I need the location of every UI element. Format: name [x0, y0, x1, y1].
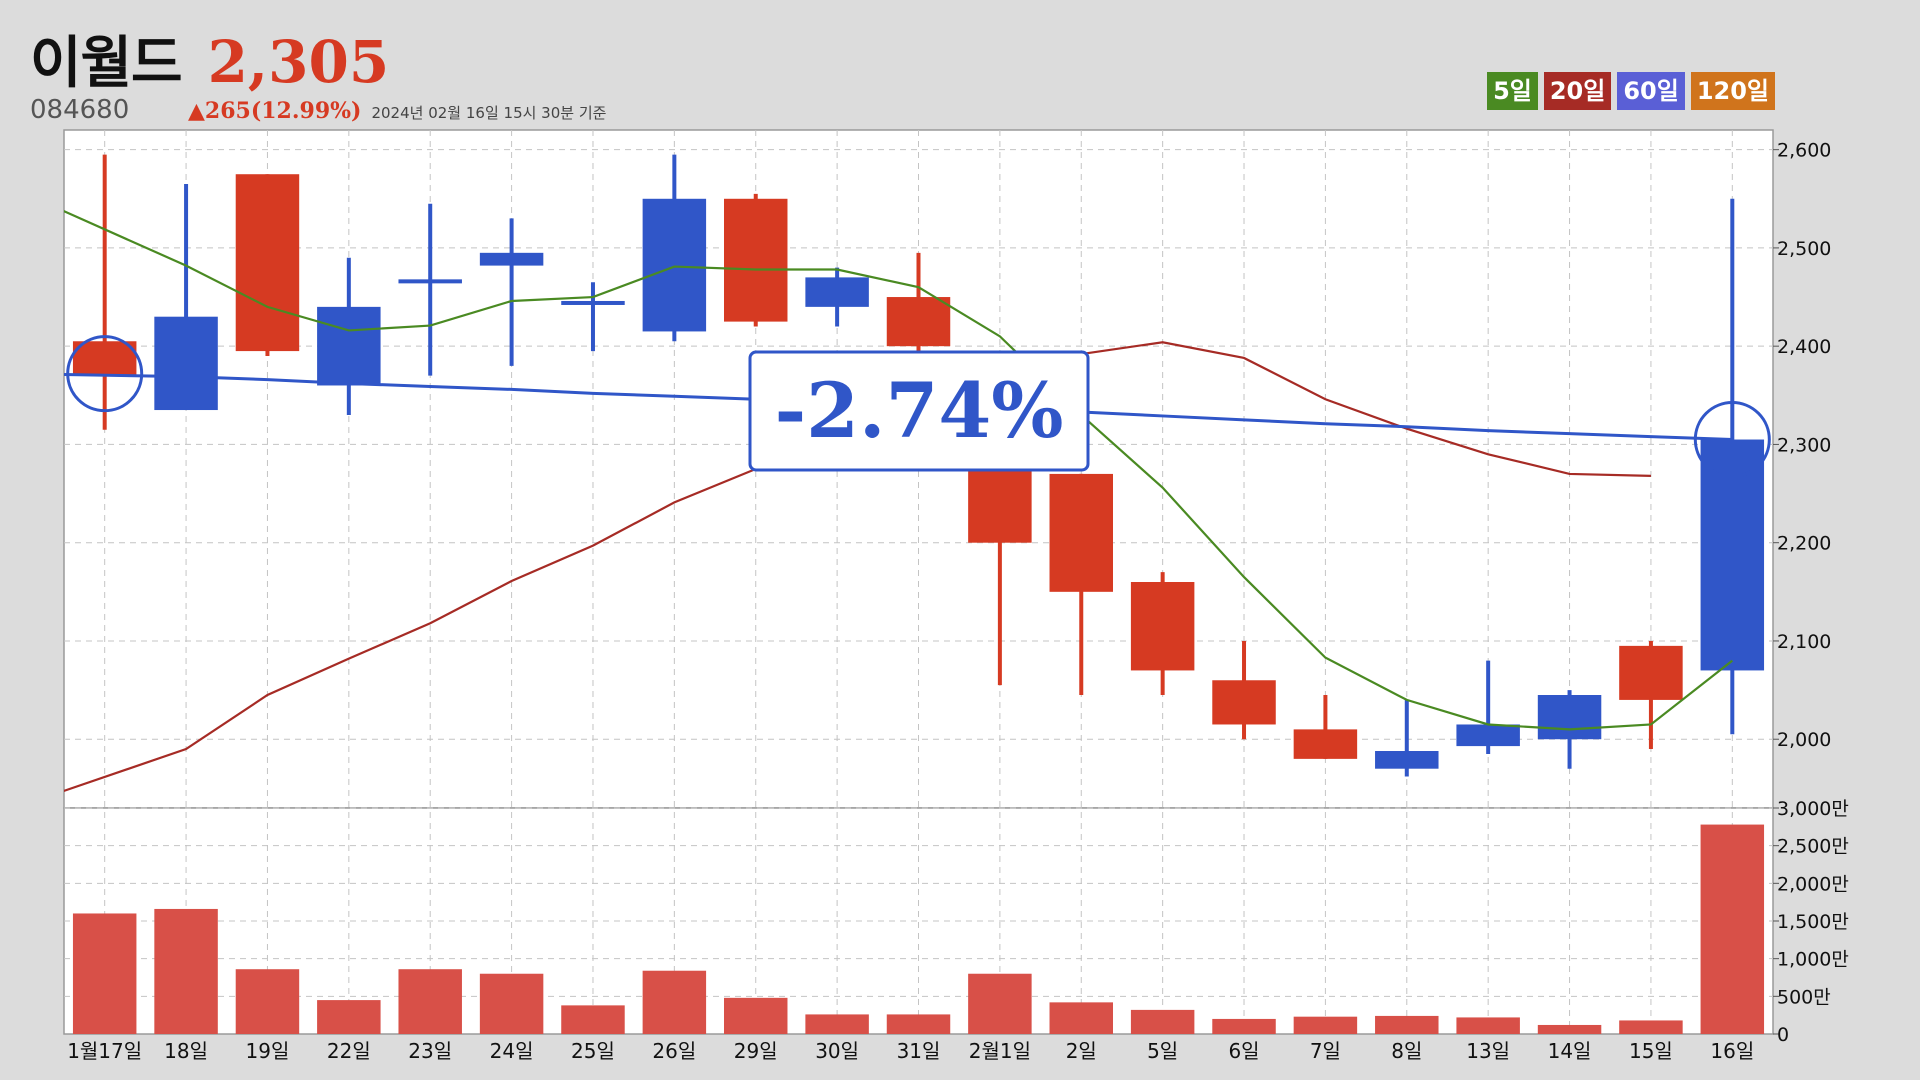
candle-body: [317, 306, 381, 386]
volume-bar: [642, 970, 707, 1034]
volume-tick-label: 2,000만: [1777, 873, 1849, 895]
candle-body: [1049, 473, 1114, 592]
y-tick-label: 2,100: [1777, 631, 1831, 653]
ma5-line: [64, 210, 1733, 731]
candle-body: [1700, 439, 1765, 671]
volume-bar: [235, 969, 300, 1034]
price-change: ▲265(12.99%): [188, 98, 362, 124]
x-tick-label: 26일: [652, 1039, 696, 1063]
volume-tick-label: 3,000만: [1777, 798, 1849, 820]
volume-bar: [1700, 824, 1765, 1034]
x-tick-label: 14일: [1548, 1039, 1592, 1063]
x-tick-label: 13일: [1466, 1039, 1510, 1063]
candle-body: [805, 277, 869, 307]
candle-body: [1212, 680, 1276, 725]
volume-tick-label: 1,000만: [1777, 949, 1849, 971]
legend-ma120: 120일: [1690, 72, 1775, 110]
volume-tick-label: 500만: [1777, 986, 1831, 1008]
volume-bar: [1130, 1009, 1195, 1034]
x-tick-label: 5일: [1147, 1039, 1178, 1063]
timestamp: 2024년 02월 16일 15시 30분 기준: [371, 104, 607, 122]
y-tick-label: 2,400: [1777, 336, 1831, 358]
x-tick-label: 25일: [571, 1039, 615, 1063]
y-tick-label: 2,000: [1777, 729, 1831, 751]
candle-body: [723, 198, 788, 322]
candle-body: [235, 174, 300, 352]
volume-bar: [1375, 1015, 1439, 1034]
volume-bar: [398, 969, 462, 1034]
ma-legend: 5일 20일 60일 120일: [1487, 72, 1775, 110]
x-tick-label: 6일: [1228, 1039, 1259, 1063]
y-tick-label: 2,600: [1777, 140, 1831, 162]
candle-body: [154, 316, 218, 411]
highlight-circle: [1693, 401, 1771, 479]
legend-ma20: 20일: [1543, 72, 1612, 110]
highlight-circle: [66, 335, 144, 413]
volume-bar: [479, 973, 544, 1034]
x-tick-label: 29일: [734, 1039, 778, 1063]
candle-body: [1537, 695, 1602, 740]
x-tick-label: 23일: [408, 1039, 452, 1063]
x-tick-label: 8일: [1391, 1039, 1422, 1063]
chart-header: 이월드 2,305 084680 ▲265(12.99%) 2024년 02월 …: [30, 18, 606, 125]
x-tick-label: 15일: [1629, 1039, 1673, 1063]
volume-bar: [1456, 1017, 1520, 1034]
volume-bar: [723, 997, 788, 1034]
change-callout-text: -2.74%: [775, 366, 1064, 455]
volume-bar: [154, 908, 218, 1034]
candle-body: [479, 252, 544, 266]
volume-bar: [1537, 1024, 1602, 1034]
stock-name: 이월드: [30, 31, 183, 96]
legend-ma60: 60일: [1617, 72, 1685, 110]
candle-body: [1293, 729, 1358, 759]
volume-tick-label: 0: [1777, 1024, 1789, 1046]
volume-bar: [886, 1014, 951, 1034]
candle-body: [72, 341, 137, 376]
x-tick-label: 19일: [246, 1039, 290, 1063]
x-tick-label: 30일: [815, 1039, 859, 1063]
x-tick-label: 7일: [1310, 1039, 1341, 1063]
candle-body: [1130, 582, 1195, 671]
x-tick-label: 18일: [164, 1039, 208, 1063]
x-tick-label: 2월1일: [969, 1039, 1031, 1063]
candle-body: [642, 198, 707, 332]
x-tick-label: 22일: [327, 1039, 371, 1063]
volume-bar: [1049, 1002, 1114, 1034]
volume-bar: [72, 913, 137, 1034]
volume-bar: [805, 1014, 869, 1034]
x-tick-label: 1월17일: [67, 1039, 142, 1063]
candle-body: [1456, 724, 1520, 747]
x-tick-label: 2일: [1066, 1039, 1097, 1063]
y-tick-label: 2,500: [1777, 238, 1831, 260]
legend-ma5: 5일: [1487, 72, 1538, 110]
x-tick-label: 16일: [1710, 1039, 1754, 1063]
candle-body: [561, 300, 625, 305]
x-tick-label: 31일: [897, 1039, 941, 1063]
stock-code: 084680: [30, 95, 130, 125]
volume-bar: [1212, 1018, 1276, 1034]
candle-body: [398, 279, 462, 284]
volume-tick-label: 2,500만: [1777, 836, 1849, 858]
candle-body: [1619, 645, 1683, 700]
stock-price: 2,305: [207, 28, 390, 96]
volume-tick-label: 1,500만: [1777, 911, 1849, 933]
y-tick-label: 2,300: [1777, 434, 1831, 456]
y-tick-label: 2,200: [1777, 533, 1831, 555]
volume-bar: [1293, 1016, 1358, 1034]
volume-bar: [968, 973, 1032, 1034]
change-callout-box: [748, 350, 1090, 472]
candle-body: [1375, 751, 1439, 769]
candle-body: [886, 297, 951, 347]
volume-bar: [561, 1005, 625, 1034]
volume-bar: [1619, 1020, 1683, 1034]
x-tick-label: 24일: [490, 1039, 534, 1063]
volume-bar: [317, 1000, 381, 1034]
